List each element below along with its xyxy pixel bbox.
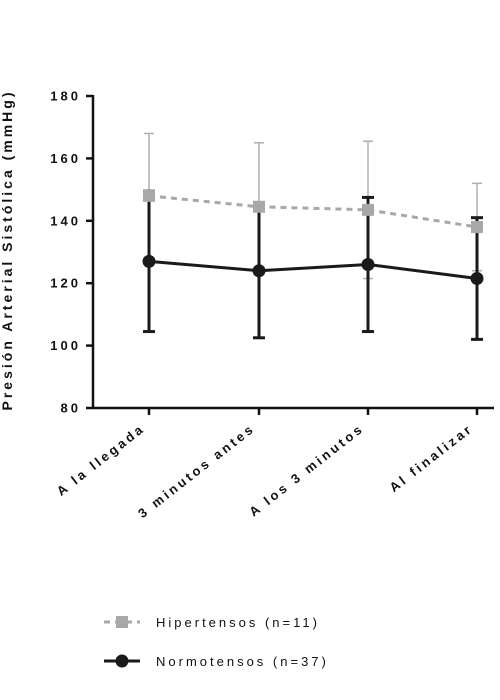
series-line-0	[148, 194, 478, 229]
legend-marker-1	[115, 654, 129, 668]
x-tick-label-3: Al finalizar	[386, 421, 475, 495]
y-axis-title: Presión Arterial Sistólica (mmHg)	[0, 90, 15, 411]
series-line-1	[148, 259, 478, 281]
y-tick-label-120: 120	[50, 276, 81, 291]
marker-1-3	[470, 272, 484, 286]
marker-0-3	[471, 221, 483, 234]
x-tick-label-1: 3 minutos antes	[135, 421, 258, 521]
legend-label-1: Normotensos (n=37)	[156, 654, 329, 669]
y-tick-label-180: 180	[50, 89, 81, 104]
marker-0-2	[362, 203, 374, 216]
legend-marker-0	[116, 616, 128, 628]
series-lines	[148, 194, 478, 281]
x-tick-label-0: A la llegada	[54, 421, 148, 499]
marker-0-1	[253, 200, 265, 213]
y-tick-label-80: 80	[61, 401, 81, 416]
y-tick-label-140: 140	[50, 213, 81, 228]
marker-0-0	[143, 189, 155, 202]
y-tick-label-100: 100	[50, 338, 81, 353]
marker-1-1	[252, 264, 266, 278]
x-tick-label-2: A los 3 minutos	[246, 421, 367, 520]
error-bars	[143, 132, 483, 341]
y-tick-label-160: 160	[50, 151, 81, 166]
marker-1-0	[142, 254, 156, 268]
marker-1-2	[361, 257, 375, 271]
series-markers	[142, 189, 484, 286]
legend: Hipertensos (n=11) Normotensos (n=37)	[104, 615, 329, 669]
y-axis: 80 100 120 140 160 180	[50, 89, 95, 416]
legend-label-0: Hipertensos (n=11)	[156, 615, 320, 630]
